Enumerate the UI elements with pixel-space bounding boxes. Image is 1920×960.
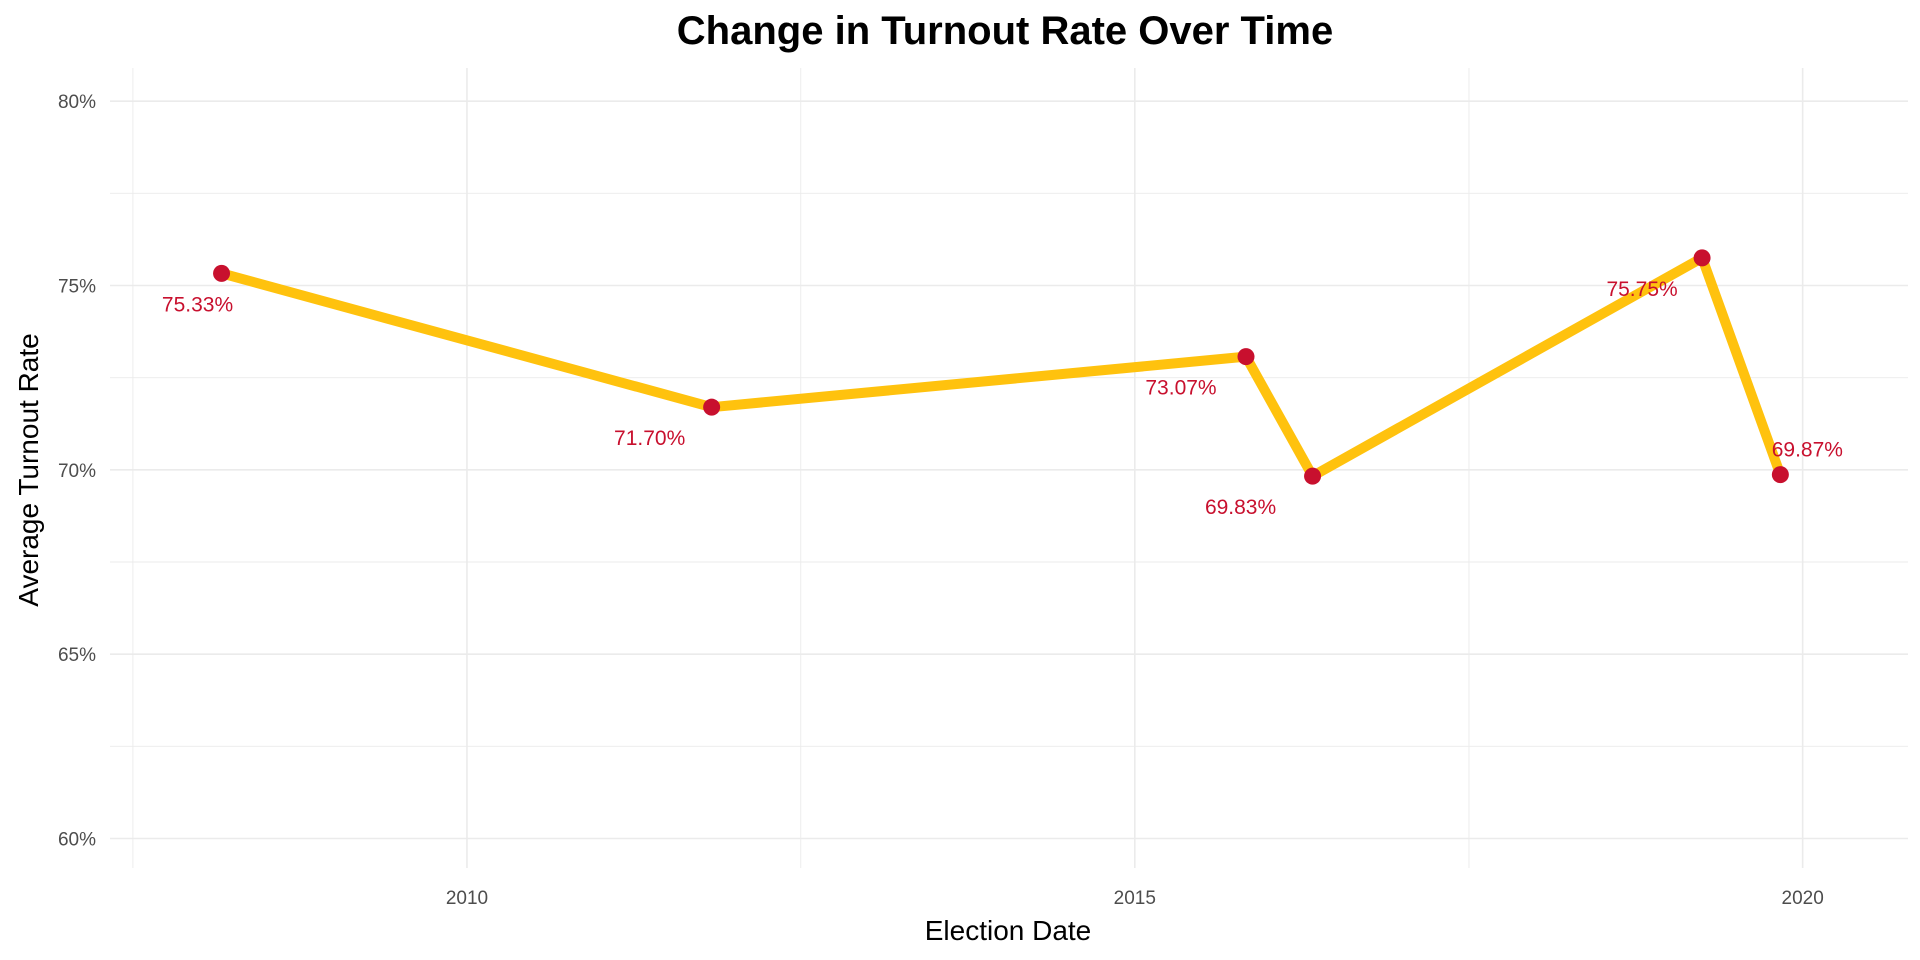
y-tick-label: 75% (58, 277, 96, 298)
data-point (1304, 467, 1322, 485)
data-label: 69.87% (1772, 439, 1843, 462)
data-labels: 75.33% 71.70% 73.07% 69.83% 75.75% 69.87% (162, 278, 1843, 519)
x-axis-ticks: 2010 2015 2020 (446, 888, 1824, 909)
grid-lines (110, 68, 1908, 868)
data-label: 75.75% (1606, 278, 1677, 301)
turnout-line (220, 252, 1786, 482)
data-point (1771, 466, 1789, 484)
data-point (1693, 249, 1711, 267)
data-label: 69.83% (1205, 496, 1276, 519)
series-line-layer (220, 252, 1786, 482)
y-tick-label: 60% (58, 830, 96, 851)
chart-title: Change in Turnout Rate Over Time (677, 9, 1333, 53)
data-point (213, 264, 231, 282)
y-axis-title: Average Turnout Rate (13, 333, 44, 606)
x-tick-label: 2020 (1782, 888, 1824, 909)
data-label: 73.07% (1145, 377, 1216, 400)
data-points (213, 249, 1789, 485)
data-label: 71.70% (614, 427, 685, 450)
data-point (703, 398, 721, 416)
x-tick-label: 2010 (446, 888, 488, 909)
x-tick-label: 2015 (1114, 888, 1156, 909)
y-tick-label: 80% (58, 92, 96, 113)
data-label: 75.33% (162, 293, 233, 316)
x-axis-title: Election Date (925, 915, 1092, 946)
y-tick-label: 70% (58, 461, 96, 482)
y-axis-ticks: 60% 65% 70% 75% 80% (58, 92, 96, 850)
data-point (1237, 348, 1255, 366)
y-tick-label: 65% (58, 645, 96, 666)
